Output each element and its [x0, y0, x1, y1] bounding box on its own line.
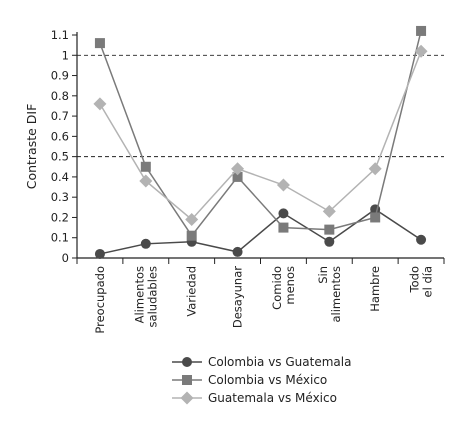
x-tick-label: Todo	[408, 266, 422, 293]
x-ticks: Preocupado Alimentos saludables Variedad Des…	[76, 258, 445, 334]
data-point-circle	[416, 234, 427, 245]
x-tick-label: Preocupado	[93, 266, 107, 334]
data-point-diamond	[414, 44, 428, 58]
y-tick-label: 0.3	[51, 190, 69, 204]
y-tick-label: 1	[62, 48, 69, 62]
y-ticks: 0 0.1 0.2 0.3 0.4 0.5 0.6 0.7 0.8 0.9 1 1.1	[51, 28, 77, 265]
data-point-diamond	[180, 391, 194, 405]
y-axis-label: Contraste DIF	[24, 104, 39, 190]
x-tick-label: Comido	[270, 266, 284, 310]
reference-lines	[77, 54, 444, 158]
x-tick-label: Sin	[316, 266, 330, 284]
y-tick-label: 1.1	[51, 28, 69, 42]
data-point-square	[416, 25, 427, 36]
y-tick-label: 0.2	[51, 210, 69, 224]
legend-label: Colombia vs México	[208, 373, 327, 387]
data-point-circle	[94, 248, 105, 259]
x-tick-label: Desayunar	[231, 266, 245, 328]
x-tick-label: Alimentos	[132, 266, 146, 323]
data-point-diamond	[276, 178, 290, 192]
x-tick-label: el día	[421, 266, 435, 297]
legend-label: Colombia vs Guatemala	[208, 355, 351, 369]
y-tick-label: 0.1	[51, 231, 69, 245]
series-group	[93, 25, 428, 259]
y-tick-label: 0.6	[51, 129, 69, 143]
data-point-diamond	[231, 162, 245, 176]
x-tick-label: Hambre	[368, 266, 382, 312]
legend-label: Guatemala vs México	[208, 391, 337, 405]
data-point-diamond	[368, 162, 382, 176]
x-tick-label: menos	[283, 266, 297, 305]
x-tick-label: alimentos	[329, 266, 343, 323]
x-tick-label: saludables	[145, 266, 159, 327]
data-point-square	[182, 375, 192, 385]
legend-item: Guatemala vs México	[172, 391, 337, 405]
data-point-circle	[324, 236, 335, 247]
y-tick-label: 0.7	[51, 109, 69, 123]
data-point-diamond	[322, 204, 336, 218]
series-line	[99, 30, 422, 237]
data-point-diamond	[185, 212, 199, 226]
y-tick-label: 0.4	[51, 170, 69, 184]
data-point-square	[186, 230, 197, 241]
series-line	[99, 208, 422, 255]
y-tick-label: 0.9	[51, 69, 69, 83]
data-point-square	[324, 224, 335, 235]
data-point-square	[232, 171, 243, 182]
x-tick-label: Variedad	[185, 266, 199, 317]
data-point-square	[140, 161, 151, 172]
data-point-square	[370, 212, 381, 223]
legend-item: Colombia vs Guatemala	[172, 355, 351, 369]
legend-item: Colombia vs México	[172, 373, 327, 387]
series-line	[99, 50, 422, 221]
series-diamond	[93, 44, 428, 226]
data-point-diamond	[93, 97, 107, 111]
y-tick-label: 0.8	[51, 89, 69, 103]
legend: Colombia vs Guatemala Colombia vs México G…	[172, 355, 351, 405]
data-point-circle	[182, 357, 192, 367]
data-point-circle	[232, 246, 243, 257]
data-point-diamond	[139, 174, 153, 188]
data-point-square	[278, 222, 289, 233]
data-point-square	[94, 38, 105, 49]
y-tick-label: 0	[62, 251, 69, 265]
y-tick-label: 0.5	[51, 150, 69, 164]
axes	[76, 32, 444, 259]
data-point-circle	[140, 238, 151, 249]
series-square	[94, 25, 427, 241]
data-point-circle	[278, 208, 289, 219]
